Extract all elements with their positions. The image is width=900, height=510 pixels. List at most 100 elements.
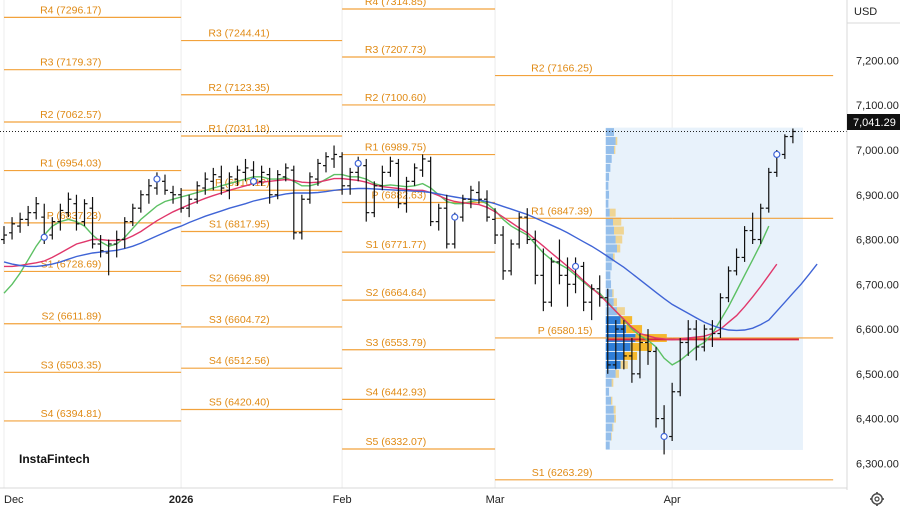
ohlc-bar [379, 165, 386, 191]
ohlc-bar [419, 154, 426, 177]
volume-row-blue [605, 235, 616, 244]
volume-row-blue [605, 154, 612, 163]
pivot-label: S4 (6442.93) [366, 386, 427, 398]
pivot-label: R2 (7100.60) [365, 92, 426, 104]
pivot-label: R3 (7244.41) [208, 28, 269, 40]
ohlc-bar [9, 217, 16, 240]
ohlc-bar [371, 181, 378, 218]
time-tick-label: Apr [664, 494, 681, 506]
pivot-label: R1 (6989.75) [365, 142, 426, 154]
volume-row-orange [620, 316, 633, 325]
ohlc-bar [298, 194, 305, 240]
ohlc-bar [347, 167, 354, 195]
price-tick-label: 6,300.00 [856, 458, 899, 470]
pivot-label: R1 (6954.03) [40, 158, 101, 170]
ohlc-bar [653, 346, 660, 428]
price-tick-label: 6,700.00 [856, 279, 899, 291]
ohlc-bar [467, 185, 474, 209]
ohlc-bar [57, 203, 64, 231]
price-tick-label: 6,400.00 [856, 414, 899, 426]
pivot-label: R2 (7166.25) [531, 63, 592, 75]
ohlc-bar [628, 338, 635, 383]
ohlc-bar [387, 156, 394, 177]
volume-row-orange [612, 289, 614, 298]
ohlc-bar [162, 174, 168, 195]
ohlc-bar [636, 333, 643, 379]
ohlc-bar [202, 172, 209, 195]
pivot-label: S1 (6771.77) [366, 239, 427, 251]
volume-row-blue [605, 208, 610, 217]
pivot-label: S3 (6553.79) [366, 337, 427, 349]
pivot-label: S1 (6817.95) [209, 218, 270, 230]
ohlc-bar [218, 165, 225, 195]
ohlc-bar [484, 190, 490, 222]
ohlc-bar [363, 158, 370, 222]
pivot-label: R4 (7296.17) [40, 4, 101, 16]
ohlc-bar [435, 203, 442, 231]
ohlc-bar [612, 320, 619, 370]
currency-label[interactable]: USD [854, 6, 877, 18]
ohlc-bar [65, 192, 72, 218]
price-tick-label: 7,000.00 [856, 145, 899, 157]
pivot-label: S4 (6394.81) [41, 408, 102, 420]
ohlc-bar [81, 199, 88, 227]
ohlc-bar [548, 257, 555, 307]
brand-logo: InstaFintech [19, 452, 90, 466]
ohlc-bar [97, 235, 104, 258]
ohlc-bar [274, 170, 281, 200]
time-tick-label: 2026 [169, 494, 193, 506]
ohlc-bar [733, 248, 740, 276]
signal-markers [40, 150, 781, 441]
ohlc-bar [210, 167, 217, 191]
volume-row-orange [630, 342, 652, 351]
ohlc-bar [516, 212, 523, 249]
volume-row-blue [605, 181, 609, 190]
ohlc-bar [186, 194, 193, 218]
volume-row-blue [605, 405, 614, 414]
price-axis-ticks: 6,300.00 6,400.00 6,500.00 6,600.00 6,700.00… [856, 55, 899, 470]
ohlc-bar [781, 134, 788, 159]
price-tick-label: 6,600.00 [856, 324, 899, 336]
ohlc-bar [540, 248, 547, 312]
volume-row-orange [612, 423, 614, 432]
volume-row-orange [616, 244, 621, 253]
ohlc-bar [741, 226, 748, 262]
ohlc-bar [49, 217, 56, 240]
ohlc-bar [508, 239, 515, 276]
pivot-label: R4 (7314.85) [365, 0, 426, 8]
volume-row-blue [605, 298, 614, 307]
ohlc-bar [475, 181, 482, 204]
ohlc-bar [266, 167, 273, 204]
ohlc-bar [564, 257, 571, 307]
pivot-label: R3 (7179.37) [40, 57, 101, 69]
signal-marker [249, 177, 258, 185]
volume-row-blue [605, 387, 610, 396]
signal-marker [571, 262, 580, 270]
pivot-label: S3 (6503.35) [41, 359, 102, 371]
volume-row-blue [605, 172, 610, 181]
ohlc-bar [395, 158, 402, 209]
price-tick-label: 7,100.00 [856, 100, 899, 112]
volume-row-orange [611, 378, 614, 387]
volume-row-orange [614, 414, 616, 423]
volume-row-blue [605, 137, 616, 146]
pivot-label: S2 (6611.89) [41, 311, 101, 323]
ohlc-bar [701, 324, 708, 352]
volume-profile [605, 127, 803, 450]
ohlc-bar [580, 261, 587, 312]
ohlc-bar [693, 320, 700, 361]
ohlc-bar [33, 196, 40, 220]
volume-row-blue [605, 351, 624, 360]
ohlc-bar [443, 194, 450, 249]
ohlc-bar [73, 194, 80, 231]
ohlc-bar [492, 208, 499, 244]
gear-icon[interactable] [870, 492, 884, 506]
volume-row-blue [605, 190, 610, 199]
pivot-label: S5 (6332.07) [366, 436, 427, 448]
volume-row-orange [611, 432, 612, 441]
price-axis-panel[interactable] [847, 0, 900, 510]
ohlc-bar [331, 145, 338, 168]
ohlc-bar [604, 288, 611, 374]
volume-row-orange [613, 217, 622, 226]
